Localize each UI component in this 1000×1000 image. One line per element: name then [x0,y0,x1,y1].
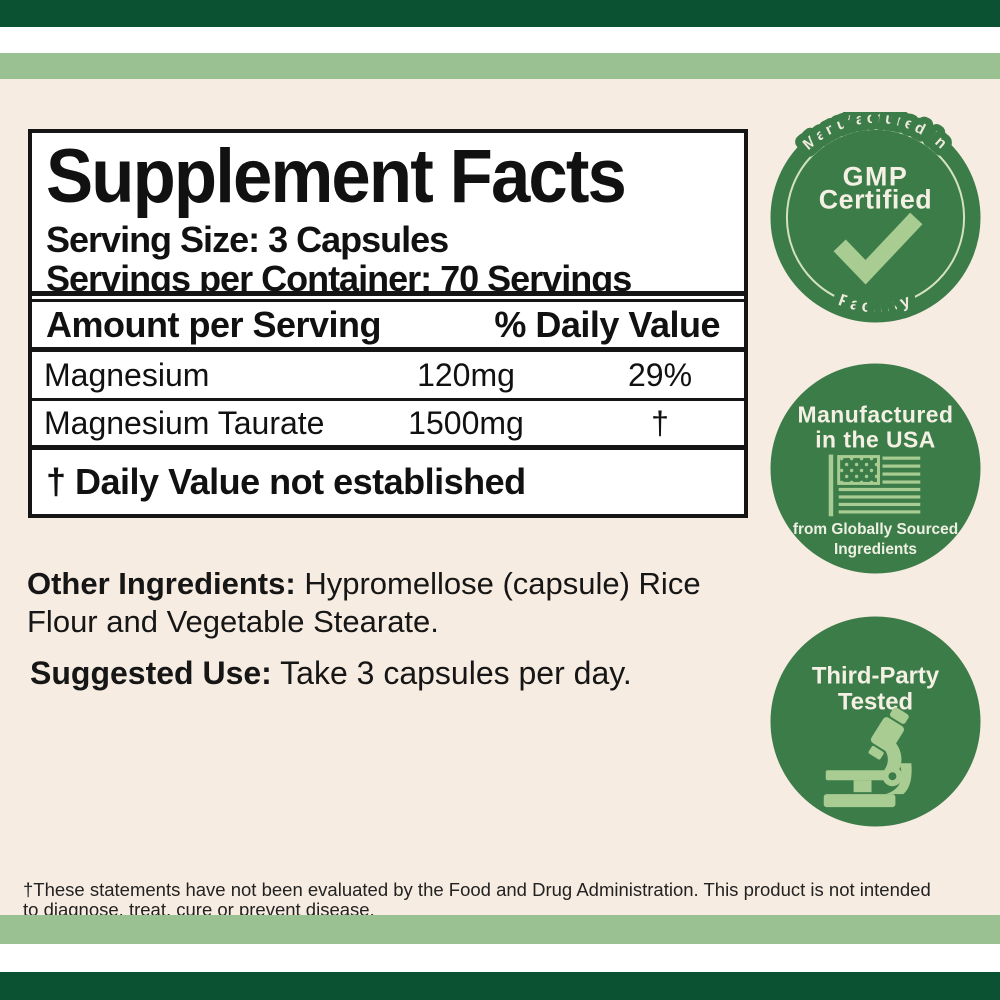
amount-per-serving-header: Amount per Serving [46,303,382,345]
badge-subtext-1: from Globally Sourced [793,521,958,538]
ingredient-name: Magnesium [44,356,210,393]
checkmark-icon [833,212,923,285]
bottom-bar-dark-green [0,972,1000,1000]
serving-size: Serving Size: 3 Capsules [46,219,449,260]
badge-circle [770,616,981,827]
top-bar-dark-green [0,0,1000,27]
badge-line2: Certified [819,185,932,215]
ingredient-amount: 120mg [417,356,515,393]
servings-per-container: Servings per Container: 70 Servings [46,258,632,296]
badge-circle [770,112,981,323]
daily-value-header: % Daily Value [494,303,720,345]
badge-line2: in the USA [815,427,936,453]
badge-ring [785,127,966,308]
gmp-certified-badge: Manufactured in GMP Certified Facility [770,112,981,323]
supplement-facts-panel: Supplement Facts Serving Size: 3 Capsule… [28,129,748,518]
panel-title: Supplement Facts [46,134,627,219]
third-party-tested-badge: Third-Party Tested [770,616,981,827]
microscope-icon [823,707,912,808]
badge-line1: GMP [843,162,909,192]
other-ingredients-label: Other Ingredients: [27,566,296,601]
table-row: Magnesium 120mg 29% [32,352,744,401]
ingredient-daily-value: 29% [627,356,693,393]
top-bar-white [0,27,1000,53]
badge-line1: Manufactured [798,402,954,428]
fda-disclaimer: †These statements have not been evaluate… [23,878,931,920]
made-in-usa-badge: Manufactured in the USA from Globally So… [770,363,981,574]
bottom-bar-sage-green [0,915,1000,944]
table-row: Magnesium Taurate 1500mg † [32,401,744,450]
badge-subtext-2: Ingredients [834,541,917,558]
ingredient-amount: 1500mg [408,404,524,441]
panel-header: Supplement Facts Serving Size: 3 Capsule… [32,133,744,296]
top-bar-sage-green [0,53,1000,79]
column-header-row: Amount per Serving % Daily Value [32,299,744,352]
ingredient-daily-value: † [651,404,669,441]
bottom-bar-white [0,944,1000,972]
daily-value-footnote: † Daily Value not established [46,461,526,502]
usa-flag-icon [828,454,921,517]
badge-line1: Third-Party [812,663,940,690]
other-ingredients-text: Other Ingredients: Hypromellose (capsule… [27,566,701,639]
suggested-use-text: Suggested Use: Take 3 capsules per day. [30,655,632,691]
suggested-use-label: Suggested Use: [30,655,272,691]
ingredient-name: Magnesium Taurate [44,404,325,441]
